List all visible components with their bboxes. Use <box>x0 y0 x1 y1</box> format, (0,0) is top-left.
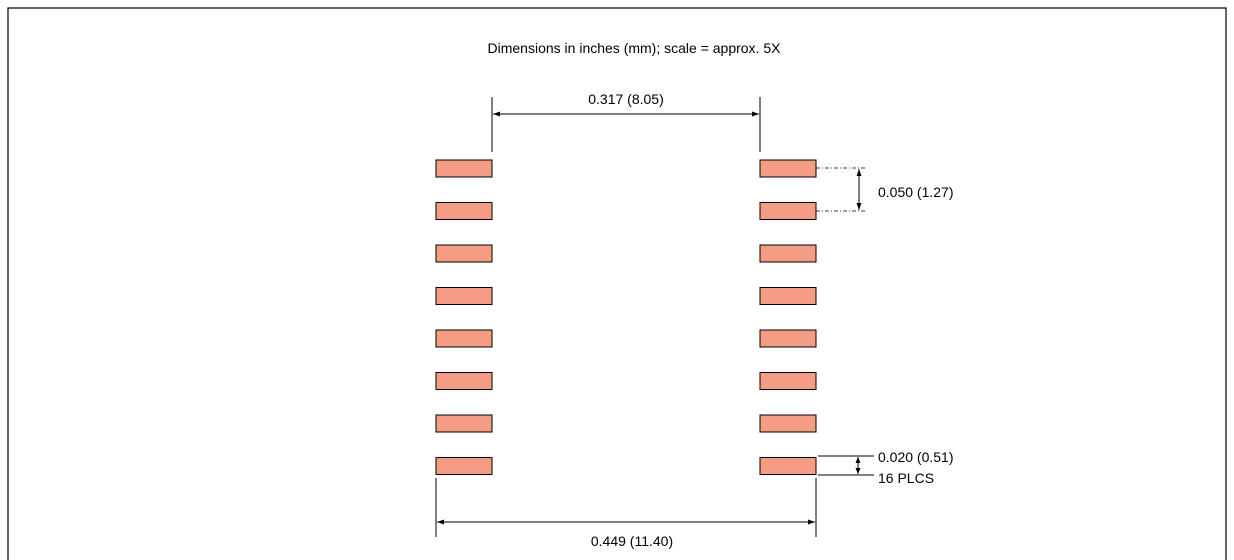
pad-width-arrow-bottom <box>855 468 861 474</box>
solder-pad-right-7 <box>759 414 817 433</box>
row-pitch-arrow-bottom <box>856 203 862 210</box>
solder-pad-left-2 <box>435 202 493 220</box>
inner-span-label: 0.317 (8.05) <box>588 91 664 107</box>
solder-pad-right-6 <box>759 372 817 390</box>
outer-span-dimension: 0.449 (11.40) <box>435 478 817 549</box>
outer-span-label: 0.449 (11.40) <box>591 533 673 549</box>
solder-pad-left-5 <box>435 329 493 348</box>
row-pitch-arrow-top <box>856 169 862 176</box>
solder-pad-right-3 <box>759 244 817 263</box>
solder-pad-left-8 <box>435 457 493 475</box>
outer-span-arrow-left <box>437 519 444 525</box>
outer-span-arrow-right <box>808 519 815 525</box>
solder-pad-right-8 <box>759 457 817 475</box>
solder-pad-right-5 <box>759 329 817 348</box>
inner-span-arrow-left <box>493 111 500 117</box>
left-pad-column <box>435 159 493 475</box>
inner-span-dimension: 0.317 (8.05) <box>491 91 761 152</box>
row-pitch-dimension: 0.050 (1.27) <box>816 167 954 212</box>
solder-pad-left-6 <box>435 372 493 390</box>
scale-caption: Dimensions in inches (mm); scale = appro… <box>488 40 782 56</box>
solder-pad-left-1 <box>435 159 493 178</box>
pad-width-dimension: 0.020 (0.51) 16 PLCS <box>818 449 954 486</box>
solder-pad-right-1 <box>759 159 817 178</box>
right-pad-column <box>759 159 817 475</box>
pad-count-label: 16 PLCS <box>878 470 934 486</box>
solder-pad-left-7 <box>435 414 493 433</box>
solder-pad-left-3 <box>435 244 493 263</box>
figure-border <box>7 7 1227 560</box>
row-pitch-label: 0.050 (1.27) <box>878 184 954 200</box>
solder-pad-right-2 <box>759 202 817 220</box>
pad-width-label: 0.020 (0.51) <box>878 449 954 465</box>
pad-width-arrow-top <box>855 457 861 463</box>
inner-span-arrow-right <box>752 111 759 117</box>
solder-pad-right-4 <box>759 287 817 305</box>
solder-pad-left-4 <box>435 287 493 305</box>
